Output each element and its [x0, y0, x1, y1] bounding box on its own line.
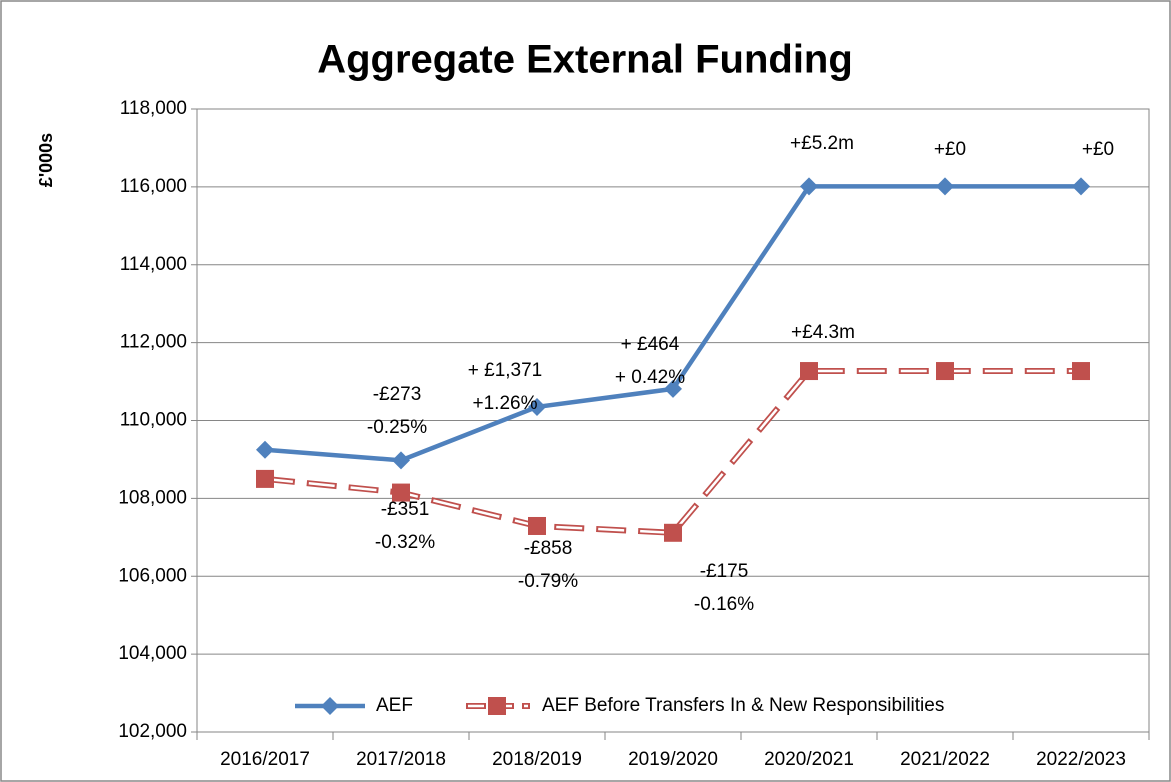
annotation: +£0	[934, 139, 966, 160]
x-tick-label: 2022/2023	[1036, 749, 1126, 770]
marker	[1072, 362, 1090, 381]
y-tick-label: 112,000	[120, 332, 187, 353]
x-tick-label: 2018/2019	[492, 749, 582, 770]
marker	[528, 397, 546, 416]
annotation: -0.32%	[375, 532, 435, 553]
y-tick-label: 110,000	[120, 410, 187, 431]
annotation: + £464	[621, 334, 680, 355]
x-tick-label: 2020/2021	[764, 749, 854, 770]
marker	[256, 440, 274, 459]
y-tick-label: 118,000	[120, 98, 187, 119]
annotation: +1.26%	[473, 393, 538, 414]
x-tick-label: 2021/2022	[900, 749, 990, 770]
legend-label: AEF	[376, 695, 413, 716]
annotation: -£858	[524, 538, 573, 559]
y-tick-label: 116,000	[120, 176, 187, 197]
y-tick-label: 114,000	[120, 254, 187, 275]
annotation: +£0	[1082, 139, 1114, 160]
marker	[392, 483, 410, 502]
y-tick-label: 108,000	[118, 487, 187, 508]
legend-label: AEF Before Transfers In & New Responsibi…	[542, 695, 944, 716]
y-axis-label: £'000s	[36, 133, 56, 187]
marker	[664, 379, 682, 398]
marker	[256, 469, 274, 488]
y-tick-label: 106,000	[118, 565, 187, 586]
marker	[1072, 177, 1090, 196]
annotation: +£4.3m	[791, 322, 855, 343]
annotation: +£5.2m	[790, 133, 854, 154]
marker	[800, 362, 818, 381]
annotation: -£351	[381, 499, 430, 520]
y-tick-label: 102,000	[118, 721, 187, 742]
x-tick-label: 2016/2017	[220, 749, 310, 770]
legend-marker	[321, 697, 339, 715]
marker	[528, 516, 546, 535]
plot-border	[196, 108, 1150, 733]
marker	[936, 362, 954, 381]
annotation: + 0.42%	[615, 367, 685, 388]
y-tick-label: 104,000	[118, 643, 187, 664]
marker	[800, 177, 818, 196]
annotation: -0.25%	[367, 417, 427, 438]
marker	[664, 523, 682, 542]
x-tick-label: 2019/2020	[628, 749, 718, 770]
annotation: -£273	[373, 384, 422, 405]
chart-title: Aggregate External Funding	[317, 38, 853, 82]
annotation: -0.16%	[694, 594, 754, 615]
annotation: -0.79%	[518, 571, 578, 592]
x-tick-label: 2017/2018	[356, 749, 446, 770]
legend-marker	[488, 697, 506, 715]
annotation: -£175	[700, 561, 749, 582]
marker	[936, 177, 954, 196]
annotation: + £1,371	[468, 360, 543, 381]
marker	[392, 451, 410, 470]
